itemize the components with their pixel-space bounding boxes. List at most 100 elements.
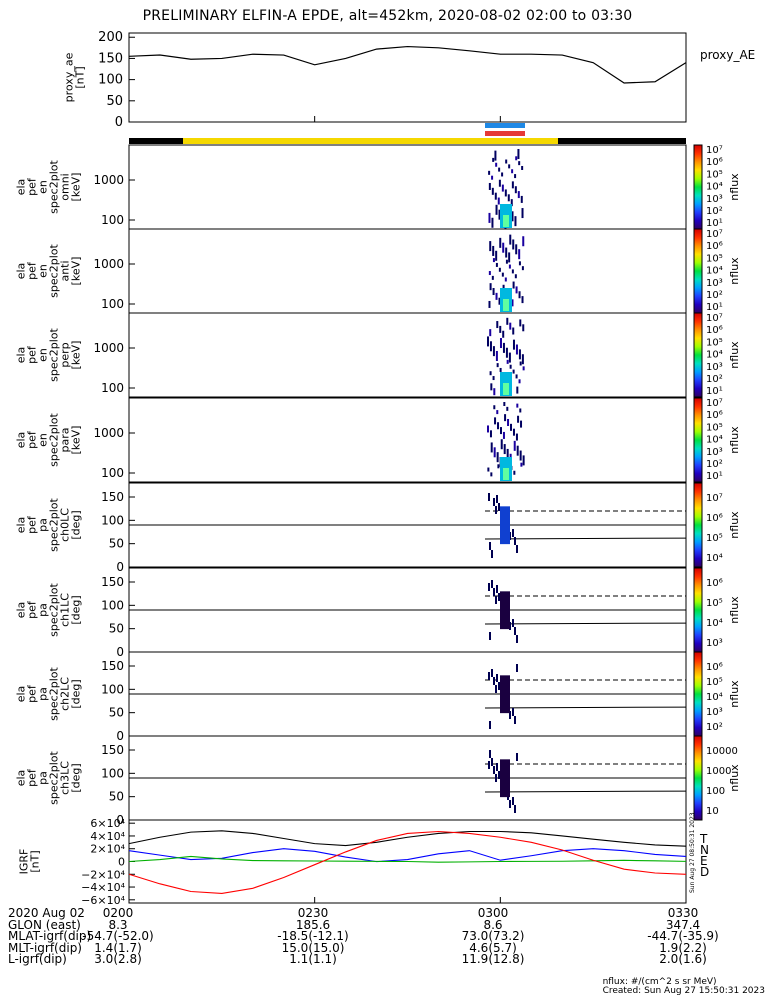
spec-pixel xyxy=(495,292,498,300)
cb-tick-label: 10⁶ xyxy=(706,157,723,168)
pa-pixel xyxy=(493,677,495,685)
pa-ylabel-line: pa xyxy=(37,603,50,617)
pa-pixel xyxy=(516,664,518,672)
pa-ytick-label: 100 xyxy=(101,682,124,696)
igrf-ytick-label: −4×10⁴ xyxy=(81,881,125,894)
spec-pixel xyxy=(505,159,508,164)
pa-ylabel-line: [deg] xyxy=(70,763,83,792)
colorbar xyxy=(694,736,702,820)
spec-ytick-label: 1000 xyxy=(93,173,124,187)
pa-ytick-label: 150 xyxy=(101,490,124,504)
pa-pixel xyxy=(489,542,491,550)
spec-pixel xyxy=(512,281,515,289)
spec-pixel xyxy=(488,182,491,190)
cb-tick-label: 10⁵ xyxy=(706,598,723,609)
pa-ylabel-line: ela xyxy=(15,770,28,787)
cb-tick-label: 10⁶ xyxy=(706,410,723,421)
pa-ylabel-line: ela xyxy=(15,686,28,703)
pa-ytick-label: 150 xyxy=(101,743,124,757)
spec-ylabel-line: [keV] xyxy=(70,426,83,455)
colorbar xyxy=(694,483,702,567)
spec-ylabel-line: en xyxy=(37,433,50,447)
spec-pixel xyxy=(491,217,494,228)
spec-pixel xyxy=(497,464,500,469)
pa-pixel xyxy=(489,721,491,729)
pa-ylabel-line: pef xyxy=(26,684,39,703)
spec-pixel xyxy=(520,462,523,467)
pa-pixel xyxy=(493,498,495,506)
cb-label: nflux xyxy=(728,341,741,369)
spec-pixel xyxy=(504,414,507,422)
spec-pixel xyxy=(521,354,524,365)
spec-pixel xyxy=(522,455,525,466)
spec-pixel xyxy=(511,299,514,307)
pa-ylabel-line: pa xyxy=(37,687,50,701)
cb-tick-label: 10⁵ xyxy=(706,677,723,688)
pa-pixel xyxy=(495,774,497,782)
pa-loss-cone-lower xyxy=(484,537,687,540)
pa-pixel xyxy=(512,708,514,716)
spec-pixel xyxy=(519,361,522,366)
ephemeris-value: 2.0(1.6) xyxy=(659,952,707,966)
igrf-ytick-label: −6×10⁴ xyxy=(81,894,125,907)
spec-pixel xyxy=(514,186,517,194)
spec-pixel xyxy=(492,157,495,162)
cb-label: nflux xyxy=(728,511,741,539)
spec-pixel xyxy=(489,329,492,337)
spec-pixel xyxy=(521,165,524,170)
spec-pixel xyxy=(506,448,509,459)
spec-pixel xyxy=(504,189,507,197)
spec-pixel xyxy=(488,300,491,308)
spec-pixel xyxy=(507,194,510,202)
igrf-ylabel-line: IGRF xyxy=(18,849,31,875)
cb-tick-label: 10⁶ xyxy=(706,513,723,524)
cb-label: nflux xyxy=(728,426,741,454)
cb-tick-label: 10⁴ xyxy=(706,350,723,361)
spec-pixel xyxy=(501,272,504,277)
spec-pixel xyxy=(521,296,524,304)
spec-peak xyxy=(503,215,509,227)
cb-tick-label: 10³ xyxy=(706,447,723,458)
cb-tick-label: 10⁴ xyxy=(706,692,723,703)
pa-ylabel-line: pef xyxy=(26,515,39,534)
cb-tick-label: 10⁵ xyxy=(706,169,723,180)
pa-pixel xyxy=(488,583,490,591)
spec-pixel xyxy=(494,192,497,200)
ae-ytick-label: 50 xyxy=(106,94,123,109)
spec-pixel xyxy=(487,336,489,347)
spec-pixel xyxy=(506,406,509,411)
spec-pixel xyxy=(502,431,505,439)
spec-peak xyxy=(503,383,509,395)
pa-ytick-label: 0 xyxy=(116,560,124,574)
ephemeris-value: -44.7(-35.9) xyxy=(647,929,719,943)
pa-pixel xyxy=(512,529,514,537)
ephemeris-value: 185.6 xyxy=(295,917,331,932)
spec-pixel xyxy=(492,288,495,296)
cb-tick-label: 10¹ xyxy=(706,302,723,313)
spec-pixel xyxy=(501,184,504,192)
igrf-E-line xyxy=(128,855,687,863)
colorbar xyxy=(694,313,702,397)
science-zone-marker-blue xyxy=(485,123,525,128)
spec-pixel xyxy=(515,433,518,441)
spec-pixel xyxy=(489,283,492,291)
spec-pixel xyxy=(513,440,516,451)
spec-pixel xyxy=(515,244,518,255)
pa-ytick-label: 50 xyxy=(109,790,124,804)
spec-ylabel-line: en xyxy=(37,264,50,278)
pa-pixel xyxy=(509,711,511,719)
sunlit-bar xyxy=(183,138,558,144)
spec-ylabel-line: ela xyxy=(15,179,28,196)
plot-title: PRELIMINARY ELFIN-A EPDE, alt=452km, 202… xyxy=(142,8,633,24)
spec-pixel xyxy=(519,408,522,413)
spec-pixel xyxy=(495,162,498,167)
ephemeris-value: 1.1(1.1) xyxy=(289,952,337,966)
pa-pixel xyxy=(496,585,498,593)
spec-pixel xyxy=(494,150,497,161)
spec-pixel xyxy=(499,237,502,248)
pa-pixel xyxy=(516,635,518,643)
pa-pixel xyxy=(495,596,497,604)
colorbar-frame xyxy=(693,397,703,483)
spec-pixel xyxy=(521,266,524,271)
pa-pixel xyxy=(509,800,511,808)
